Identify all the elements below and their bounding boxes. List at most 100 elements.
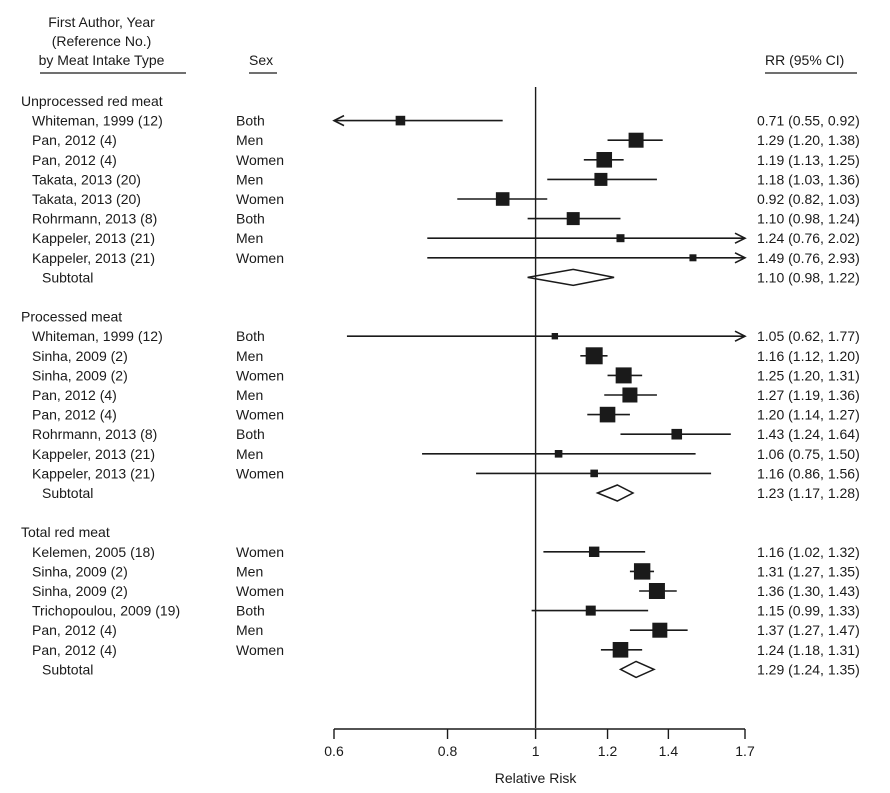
point-estimate [689,254,697,262]
x-tick-label: 0.8 [438,743,458,759]
subtotal-diamond [618,660,656,679]
study-rr-text: 1.15 (0.99, 1.33) [757,603,860,619]
study-header-line-2: (Reference No.) [51,33,152,49]
x-tick-label: 0.6 [324,743,344,759]
study-sex: Women [236,583,284,599]
study-sex: Men [236,132,263,148]
x-tick-label: 1.7 [735,743,755,759]
study-rr-text: 1.05 (0.62, 1.77) [757,328,860,344]
point-estimate [566,212,580,226]
study-rr-text: 1.24 (1.18, 1.31) [757,642,860,658]
study-sex: Women [236,367,284,383]
point-estimate [652,622,668,638]
subtotal-diamond [527,268,615,287]
sex-column-header: Sex [249,52,274,68]
subtotal-rr-text: 1.23 (1.17, 1.28) [757,485,860,501]
study-rr-text: 1.20 (1.14, 1.27) [757,407,860,423]
point-estimate [594,172,608,186]
study-sex: Women [236,250,284,266]
ci-arrow-right [734,252,747,264]
point-estimate [551,333,559,340]
group-label: Unprocessed red meat [21,93,163,109]
study-rr-text: 0.92 (0.82, 1.03) [757,191,860,207]
study-label: Kappeler, 2013 (21) [32,465,155,481]
group-label: Processed meat [21,309,122,325]
point-estimate [590,469,598,478]
subtotal-label: Subtotal [42,485,93,501]
study-sex: Both [236,113,265,129]
study-label: Takata, 2013 (20) [32,171,141,187]
point-estimate [599,406,616,423]
study-rr-text: 1.37 (1.27, 1.47) [757,622,860,638]
study-rr-text: 1.29 (1.20, 1.38) [757,132,860,148]
study-label: Pan, 2012 (4) [32,132,117,148]
study-sex: Both [236,211,265,227]
study-sex: Both [236,603,265,619]
study-label: Whiteman, 1999 (12) [32,328,163,344]
subtotal-label: Subtotal [42,661,93,677]
study-sex: Women [236,152,284,168]
point-estimate [588,546,600,557]
x-tick-label: 1 [532,743,540,759]
point-estimate [615,367,632,384]
study-rr-text: 1.16 (1.12, 1.20) [757,348,860,364]
study-label: Pan, 2012 (4) [32,387,117,403]
ci-arrow-left [332,114,345,127]
study-rr-text: 1.16 (0.86, 1.56) [757,465,860,481]
study-rr-text: 1.24 (0.76, 2.02) [757,230,860,246]
study-rr-text: 1.25 (1.20, 1.31) [757,367,860,383]
subtotal-rr-text: 1.10 (0.98, 1.22) [757,269,860,285]
x-tick-label: 1.2 [598,743,618,759]
group-label: Total red meat [21,524,110,540]
x-axis: 0.6 0.8 1 1.2 1.4 1.7 Relative Risk [324,87,755,786]
study-sex: Men [236,171,263,187]
point-estimate [585,347,603,365]
rr-column-header: RR (95% CI) [765,52,845,68]
study-sex: Men [236,230,263,246]
study-label: Sinha, 2009 (2) [32,367,128,383]
study-rr-text: 0.71 (0.55, 0.92) [757,113,860,129]
study-sex: Women [236,407,284,423]
point-estimate [648,583,665,599]
ci-arrow-right [734,330,747,342]
study-rr-text: 1.49 (0.76, 2.93) [757,250,860,266]
point-estimate [633,563,651,580]
study-rr-text: 1.18 (1.03, 1.36) [757,171,860,187]
study-header-line-3: by Meat Intake Type [38,52,165,68]
x-tick-label: 1.4 [659,743,679,759]
study-sex: Women [236,642,284,658]
point-estimate [554,450,563,458]
study-sex: Women [236,465,284,481]
point-estimate [616,234,625,243]
study-label: Rohrmann, 2013 (8) [32,211,157,227]
study-label: Takata, 2013 (20) [32,191,141,207]
study-label: Sinha, 2009 (2) [32,583,128,599]
study-rr-text: 1.43 (1.24, 1.64) [757,426,860,442]
study-label: Rohrmann, 2013 (8) [32,426,157,442]
study-rr-text: 1.36 (1.30, 1.43) [757,583,860,599]
study-sex: Men [236,348,263,364]
subtotal-rr-text: 1.29 (1.24, 1.35) [757,661,860,677]
point-estimate [585,605,596,616]
study-label: Pan, 2012 (4) [32,642,117,658]
study-label: Sinha, 2009 (2) [32,563,128,579]
study-column-header: First Author, Year (Reference No.) by Me… [10,13,193,70]
study-label: Pan, 2012 (4) [32,407,117,423]
study-label: Sinha, 2009 (2) [32,348,128,364]
study-label: Trichopoulou, 2009 (19) [32,603,180,619]
study-rr-text: 1.10 (0.98, 1.24) [757,211,860,227]
study-label: Whiteman, 1999 (12) [32,113,163,129]
study-sex: Both [236,328,265,344]
point-estimate [671,428,683,440]
point-estimate [596,152,613,168]
study-sex: Women [236,544,284,560]
forest-rows: Unprocessed red meat Whiteman, 1999 (12) B… [21,93,860,679]
study-sex: Women [236,191,284,207]
study-sex: Men [236,563,263,579]
study-sex: Men [236,622,263,638]
study-label: Kappeler, 2013 (21) [32,230,155,246]
subtotal-label: Subtotal [42,269,93,285]
subtotal-diamond [595,484,635,502]
study-sex: Both [236,426,265,442]
study-rr-text: 1.19 (1.13, 1.25) [757,152,860,168]
